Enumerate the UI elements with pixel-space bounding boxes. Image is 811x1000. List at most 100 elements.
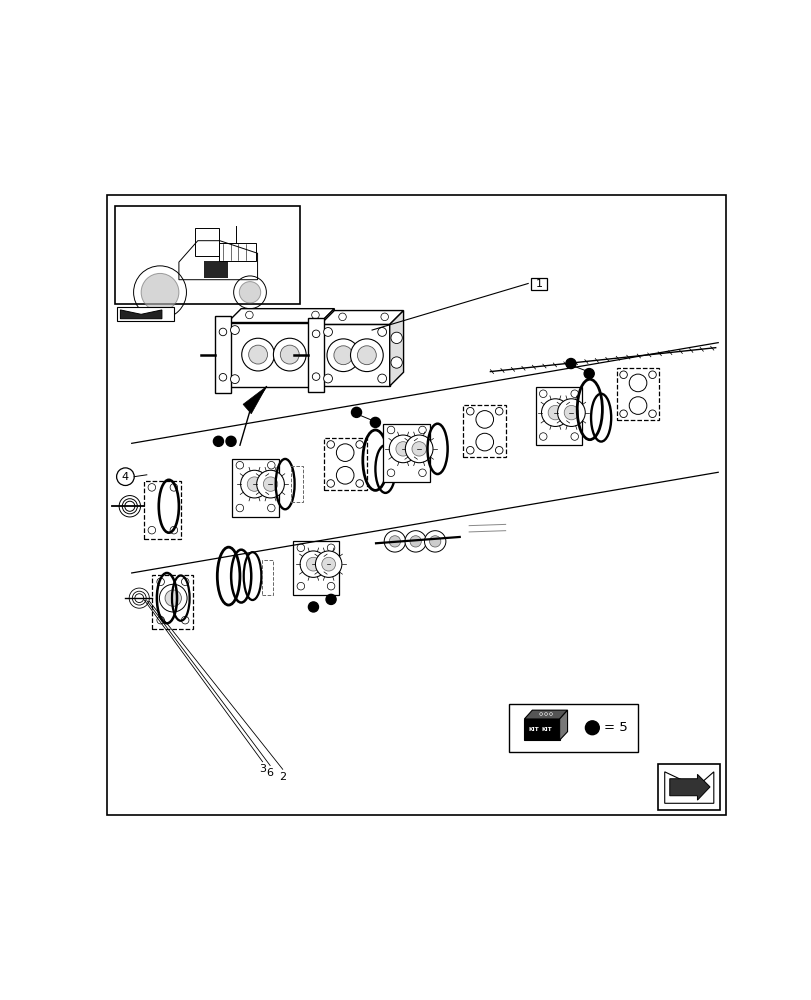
Circle shape bbox=[475, 411, 493, 428]
Circle shape bbox=[236, 461, 243, 469]
Bar bbox=[291, 466, 303, 502]
Circle shape bbox=[418, 426, 426, 434]
Circle shape bbox=[245, 311, 253, 319]
Circle shape bbox=[308, 326, 317, 334]
Polygon shape bbox=[389, 311, 403, 386]
Circle shape bbox=[391, 357, 401, 368]
Circle shape bbox=[324, 328, 332, 336]
Circle shape bbox=[557, 399, 585, 426]
Circle shape bbox=[429, 536, 440, 547]
Circle shape bbox=[387, 469, 394, 477]
Circle shape bbox=[539, 390, 547, 398]
Circle shape bbox=[388, 536, 400, 547]
Bar bbox=[320, 324, 389, 386]
Circle shape bbox=[219, 373, 226, 381]
Circle shape bbox=[565, 358, 575, 369]
Circle shape bbox=[236, 504, 243, 512]
Circle shape bbox=[629, 397, 646, 414]
Circle shape bbox=[148, 484, 156, 491]
Bar bbox=[152, 575, 192, 629]
Circle shape bbox=[327, 582, 334, 590]
Circle shape bbox=[141, 273, 178, 311]
Circle shape bbox=[619, 371, 627, 379]
Circle shape bbox=[308, 375, 317, 384]
Bar bbox=[204, 261, 228, 278]
Circle shape bbox=[248, 345, 267, 364]
Circle shape bbox=[297, 582, 304, 590]
Bar bbox=[463, 405, 505, 457]
Circle shape bbox=[135, 594, 144, 603]
Circle shape bbox=[564, 405, 578, 420]
Circle shape bbox=[355, 441, 363, 448]
Circle shape bbox=[405, 435, 432, 463]
Circle shape bbox=[387, 426, 394, 434]
Bar bbox=[530, 278, 547, 290]
Circle shape bbox=[157, 578, 164, 586]
Circle shape bbox=[495, 407, 502, 415]
Circle shape bbox=[321, 357, 333, 368]
Circle shape bbox=[181, 616, 189, 624]
Circle shape bbox=[263, 477, 277, 491]
Circle shape bbox=[119, 496, 140, 517]
Circle shape bbox=[475, 433, 493, 451]
Bar bbox=[293, 541, 338, 595]
Polygon shape bbox=[242, 387, 266, 414]
Circle shape bbox=[312, 330, 320, 338]
Polygon shape bbox=[559, 710, 567, 740]
Polygon shape bbox=[320, 309, 334, 387]
Polygon shape bbox=[227, 309, 334, 323]
Circle shape bbox=[541, 399, 569, 426]
Circle shape bbox=[321, 557, 335, 571]
Circle shape bbox=[280, 345, 298, 364]
Circle shape bbox=[312, 373, 320, 380]
Circle shape bbox=[321, 331, 333, 342]
Circle shape bbox=[300, 551, 326, 577]
Circle shape bbox=[230, 375, 239, 384]
Circle shape bbox=[583, 369, 594, 379]
Circle shape bbox=[239, 282, 260, 303]
Circle shape bbox=[159, 584, 187, 612]
Circle shape bbox=[297, 544, 304, 552]
Circle shape bbox=[411, 442, 426, 456]
Circle shape bbox=[350, 339, 383, 372]
Bar bbox=[144, 481, 181, 539]
Circle shape bbox=[157, 616, 164, 624]
Text: KIT: KIT bbox=[528, 727, 539, 732]
Circle shape bbox=[336, 466, 354, 484]
Circle shape bbox=[240, 470, 268, 498]
Circle shape bbox=[273, 338, 306, 371]
Bar bbox=[658, 764, 719, 810]
Circle shape bbox=[311, 311, 319, 319]
Circle shape bbox=[351, 407, 361, 417]
Circle shape bbox=[117, 468, 134, 485]
Bar bbox=[232, 459, 278, 517]
Bar bbox=[227, 323, 320, 387]
Bar bbox=[215, 316, 231, 393]
Circle shape bbox=[267, 461, 275, 469]
Circle shape bbox=[418, 469, 426, 477]
Circle shape bbox=[132, 591, 146, 605]
Polygon shape bbox=[524, 719, 559, 740]
Text: 6: 6 bbox=[266, 768, 273, 778]
Circle shape bbox=[338, 313, 345, 321]
Circle shape bbox=[213, 436, 223, 446]
Circle shape bbox=[648, 410, 655, 418]
Circle shape bbox=[247, 477, 261, 491]
Circle shape bbox=[169, 526, 178, 534]
Polygon shape bbox=[320, 311, 403, 324]
Circle shape bbox=[165, 590, 181, 606]
Circle shape bbox=[306, 557, 320, 571]
Circle shape bbox=[219, 328, 226, 336]
Circle shape bbox=[336, 444, 354, 461]
Circle shape bbox=[333, 346, 352, 365]
Circle shape bbox=[380, 313, 388, 321]
Circle shape bbox=[391, 332, 401, 344]
Circle shape bbox=[327, 480, 334, 487]
Circle shape bbox=[355, 480, 363, 487]
Circle shape bbox=[242, 338, 274, 371]
Circle shape bbox=[648, 371, 655, 379]
Circle shape bbox=[315, 551, 341, 577]
Circle shape bbox=[148, 526, 156, 534]
Circle shape bbox=[585, 721, 599, 735]
Circle shape bbox=[308, 602, 318, 612]
